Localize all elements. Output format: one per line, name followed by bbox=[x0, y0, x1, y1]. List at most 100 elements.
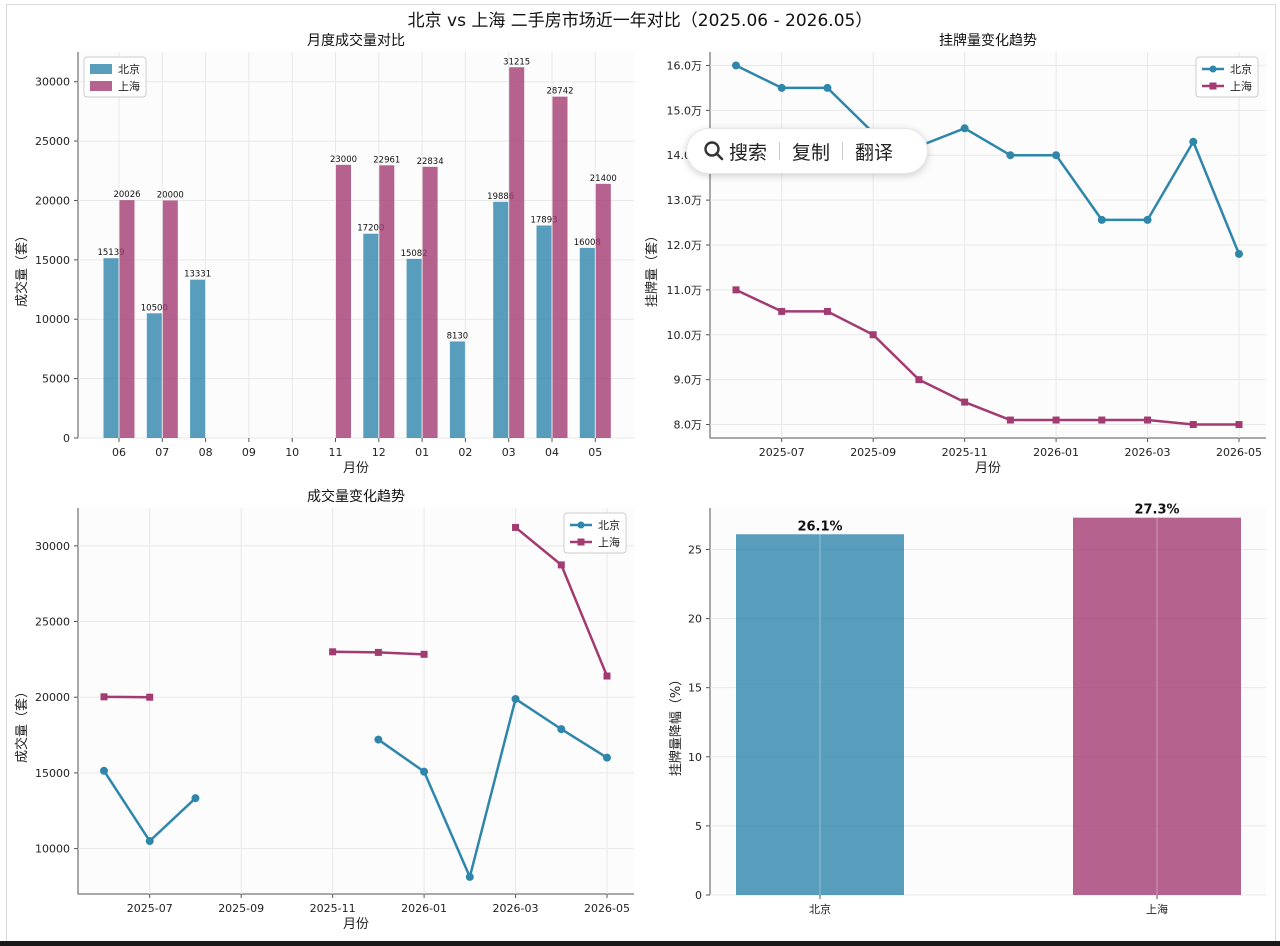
bar-shanghai bbox=[162, 200, 178, 438]
bar-beijing bbox=[103, 258, 119, 438]
data-label: 22834 bbox=[417, 157, 444, 167]
y-tick-label: 0 bbox=[63, 432, 70, 445]
popup-divider bbox=[842, 142, 844, 160]
bar-shanghai bbox=[595, 183, 611, 438]
x-tick-label: 12 bbox=[372, 446, 386, 459]
data-point-shanghai bbox=[603, 672, 611, 680]
data-point-beijing bbox=[145, 837, 154, 846]
y-tick-label: 25000 bbox=[35, 616, 70, 629]
copy-button[interactable]: 复制 bbox=[792, 141, 831, 164]
legend-marker bbox=[577, 538, 585, 546]
y-tick-label: 11.0万 bbox=[667, 284, 703, 297]
x-tick-label: 05 bbox=[588, 446, 602, 459]
x-axis-label: 月份 bbox=[343, 917, 369, 932]
x-tick-label: 11 bbox=[329, 446, 343, 459]
bottom-edge bbox=[0, 941, 1280, 946]
bar-beijing bbox=[579, 247, 595, 438]
x-tick-label: 2025-09 bbox=[850, 446, 896, 459]
plot-area bbox=[78, 508, 634, 894]
figure-title: 北京 vs 上海 二手房市场近一年对比（2025.06 - 2026.05） bbox=[407, 11, 873, 31]
x-tick-label: 10 bbox=[285, 446, 299, 459]
x-tick-label: 03 bbox=[502, 446, 516, 459]
x-tick-label: 北京 bbox=[809, 902, 831, 916]
x-tick-label: 07 bbox=[155, 446, 169, 459]
monthly-volume-bar-chart: 0 5000 10000 15000 20000 25000 30000 06 07 08 09 10… bbox=[14, 32, 634, 476]
x-tick-label: 2025-09 bbox=[218, 902, 264, 915]
data-label: 21400 bbox=[590, 174, 617, 184]
data-point-shanghai bbox=[1144, 416, 1152, 424]
data-point-beijing bbox=[1235, 249, 1243, 258]
x-tick-label: 09 bbox=[242, 446, 256, 459]
legend-swatch bbox=[90, 64, 112, 74]
x-tick-label: 2026-05 bbox=[584, 902, 630, 915]
data-label: 20026 bbox=[113, 190, 140, 200]
volume-trend-line-chart: 10000 15000 20000 25000 30000 2025-07 2025-09 2… bbox=[14, 488, 634, 932]
translate-button[interactable]: 翻译 bbox=[855, 141, 894, 164]
y-tick-label: 13.0万 bbox=[667, 194, 703, 207]
x-axis-label: 月份 bbox=[975, 461, 1001, 476]
x-tick-label: 2026-03 bbox=[493, 902, 539, 915]
popup-divider bbox=[779, 142, 781, 160]
chart-title: 月度成交量对比 bbox=[307, 32, 405, 49]
legend-label: 上海 bbox=[1230, 79, 1252, 93]
bar-shanghai bbox=[1073, 517, 1241, 895]
data-point-shanghai bbox=[146, 693, 154, 701]
data-point-beijing bbox=[960, 124, 969, 133]
y-tick-label: 5000 bbox=[42, 373, 70, 386]
x-tick-label: 2026-01 bbox=[401, 902, 447, 915]
data-point-beijing bbox=[557, 725, 566, 734]
data-label: 10500 bbox=[141, 303, 168, 313]
search-icon[interactable] bbox=[703, 140, 725, 162]
x-tick-label: 2026-03 bbox=[1125, 446, 1171, 459]
data-point-shanghai bbox=[1098, 416, 1106, 424]
y-tick-label: 10.0万 bbox=[667, 329, 703, 342]
legend-label: 北京 bbox=[118, 62, 140, 76]
search-button[interactable]: 搜索 bbox=[729, 141, 768, 164]
chart-title: 挂牌量变化趋势 bbox=[939, 32, 1037, 49]
y-tick-label: 10 bbox=[688, 751, 702, 764]
x-tick-label: 01 bbox=[415, 446, 429, 459]
data-point-beijing bbox=[420, 767, 429, 776]
y-tick-label: 15000 bbox=[35, 767, 70, 780]
data-label: 20000 bbox=[157, 190, 184, 200]
data-label: 8130 bbox=[447, 331, 469, 341]
bar-beijing bbox=[363, 233, 379, 438]
data-point-shanghai bbox=[778, 307, 786, 315]
bar-shanghai bbox=[509, 67, 525, 438]
data-point-beijing bbox=[100, 766, 108, 775]
data-point-beijing bbox=[603, 753, 611, 762]
legend-marker bbox=[1209, 82, 1217, 90]
data-point-shanghai bbox=[915, 376, 923, 384]
bar-beijing bbox=[190, 279, 206, 438]
data-point-shanghai bbox=[1052, 416, 1060, 424]
data-label: 26.1% bbox=[797, 519, 842, 534]
data-point-beijing bbox=[511, 694, 520, 703]
data-label: 15139 bbox=[97, 248, 124, 258]
y-tick-label: 8.0万 bbox=[674, 419, 703, 432]
data-label: 13331 bbox=[184, 270, 211, 280]
data-point-beijing bbox=[1189, 137, 1198, 146]
y-tick-label: 15000 bbox=[35, 254, 70, 267]
data-label: 27.3% bbox=[1134, 503, 1179, 518]
data-point-shanghai bbox=[512, 523, 520, 531]
data-point-shanghai bbox=[732, 286, 740, 294]
data-label: 17200 bbox=[357, 224, 384, 234]
y-tick-label: 9.0万 bbox=[674, 374, 703, 387]
x-tick-label: 2025-07 bbox=[127, 902, 173, 915]
panel-listing-trend: 8.0万 9.0万 10.0万 11.0万 12.0万 13.0万 14.0万 15.0万 16… bbox=[644, 28, 1274, 484]
y-axis-label: 成交量（套） bbox=[14, 685, 30, 763]
data-point-beijing bbox=[732, 61, 740, 70]
data-point-shanghai bbox=[1235, 421, 1243, 429]
bar-shanghai bbox=[119, 200, 135, 438]
data-point-beijing bbox=[777, 83, 786, 92]
bar-shanghai bbox=[422, 166, 438, 438]
data-point-shanghai bbox=[100, 693, 108, 701]
x-tick-label: 2025-11 bbox=[310, 902, 356, 915]
x-tick-label: 06 bbox=[112, 446, 126, 459]
y-tick-label: 30000 bbox=[35, 76, 70, 89]
bar-beijing bbox=[493, 201, 509, 438]
bar-beijing bbox=[536, 225, 552, 438]
data-point-shanghai bbox=[1006, 416, 1014, 424]
x-tick-label: 04 bbox=[545, 446, 559, 459]
data-label: 23000 bbox=[330, 155, 357, 165]
